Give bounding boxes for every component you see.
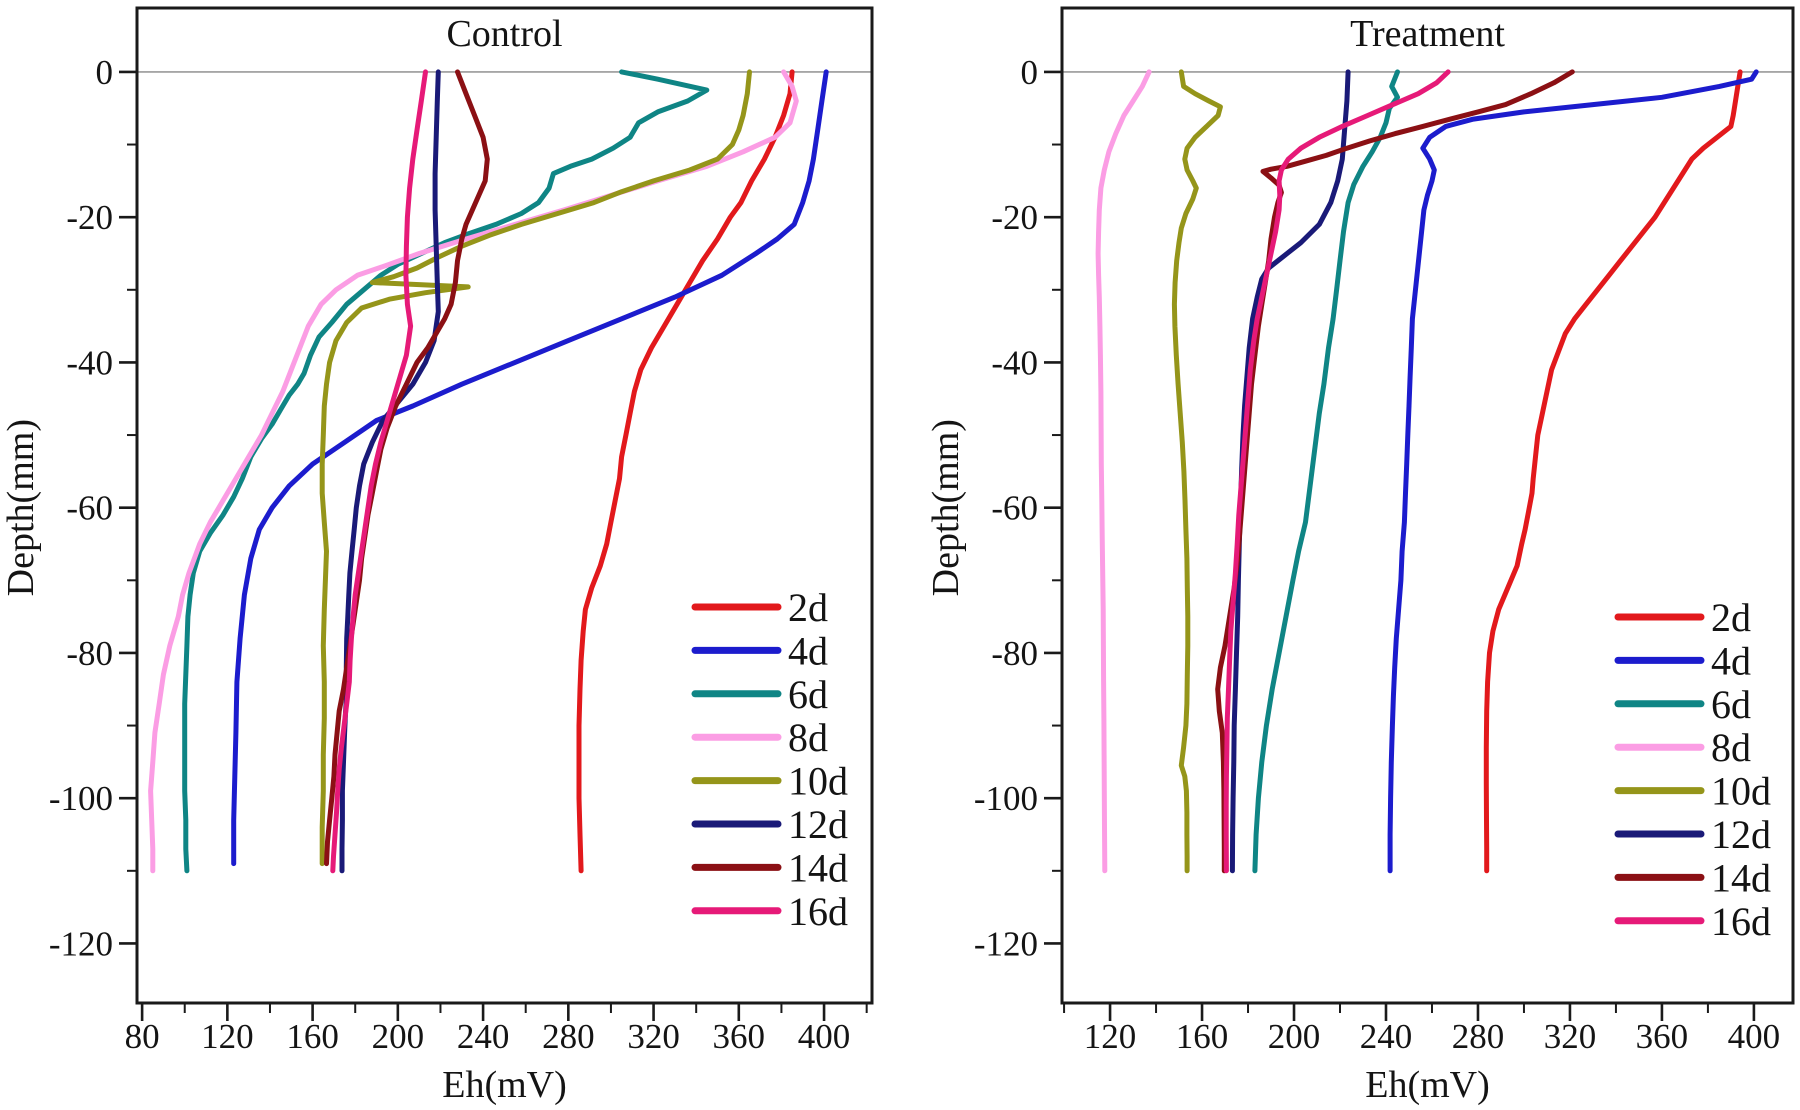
y-tick-label: -120 — [974, 924, 1038, 963]
legend-label: 6d — [1711, 682, 1751, 727]
legend-label: 8d — [788, 715, 828, 760]
panel-title: Treatment — [1350, 13, 1505, 55]
legend-label: 10d — [788, 759, 848, 804]
panel-treatment: 120 160 200 240 280 320 360 400 0 -20 -40 -60 -80 -10… — [925, 6, 1795, 1106]
x-tick-label: 280 — [1452, 1017, 1505, 1056]
x-tick-label: 360 — [1636, 1017, 1689, 1056]
y-tick-label: 0 — [1021, 53, 1039, 92]
legend-label: 4d — [788, 628, 828, 673]
y-tick-label: -60 — [66, 489, 113, 528]
plot-frame — [1060, 6, 1795, 1005]
series-line-10d — [1171, 69, 1223, 874]
y-tick-label: -100 — [49, 779, 113, 818]
series-line-2d — [576, 69, 795, 874]
legend-label: 6d — [788, 672, 828, 717]
x-tick-label: 240 — [457, 1017, 510, 1056]
legend-label: 8d — [1711, 725, 1751, 770]
legend-label: 12d — [1711, 812, 1771, 857]
x-tick-label: 160 — [286, 1017, 339, 1056]
plot-frame — [135, 6, 874, 1005]
x-tick-label: 360 — [713, 1017, 766, 1056]
y-tick-label: -120 — [49, 924, 113, 963]
series-line-16d — [1223, 69, 1451, 874]
series-line-4d — [231, 69, 829, 867]
x-tick-label: 120 — [1084, 1017, 1137, 1056]
legend-label: 2d — [1711, 595, 1751, 640]
x-axis-label: Eh(mV) — [442, 1064, 567, 1106]
series-line-16d — [330, 69, 428, 874]
series-line-6d — [1252, 69, 1400, 874]
x-tick-label: 280 — [542, 1017, 595, 1056]
series-line-12d — [339, 69, 441, 874]
x-tick-label: 200 — [1268, 1017, 1321, 1056]
x-tick-label: 160 — [1176, 1017, 1229, 1056]
legend-label: 14d — [1711, 855, 1771, 900]
x-tick-label: 320 — [1544, 1017, 1597, 1056]
x-tick-label: 200 — [372, 1017, 425, 1056]
series-line-2d — [1483, 69, 1743, 874]
series-line-12d — [1229, 69, 1351, 874]
series-line-6d — [182, 69, 710, 874]
x-tick-label: 240 — [1360, 1017, 1413, 1056]
y-tick-label: -100 — [974, 779, 1038, 818]
y-tick-label: -80 — [991, 634, 1038, 673]
y-tick-label: -40 — [66, 343, 113, 382]
panel-control: 80 120 160 200 240 280 320 360 400 0 -20 -40 -60 -80 -… — [0, 6, 874, 1106]
y-axis-label: Depth(mm) — [0, 419, 42, 596]
x-tick-label: 80 — [125, 1017, 160, 1056]
x-axis-label: Eh(mV) — [1365, 1064, 1490, 1106]
y-tick-label: -20 — [991, 198, 1038, 237]
y-tick-label: -60 — [991, 489, 1038, 528]
legend-label: 12d — [788, 802, 848, 847]
legend-label: 2d — [788, 585, 828, 630]
series-line-8d — [1095, 69, 1152, 874]
x-tick-label: 400 — [798, 1017, 851, 1056]
x-tick-label: 120 — [201, 1017, 254, 1056]
legend-label: 4d — [1711, 638, 1751, 683]
legend-label: 16d — [1711, 899, 1771, 944]
series-line-14d — [1215, 69, 1575, 874]
x-tick-label: 400 — [1728, 1017, 1781, 1056]
y-tick-label: 0 — [96, 53, 114, 92]
x-tick-label: 320 — [627, 1017, 680, 1056]
panel-title: Control — [446, 13, 562, 55]
y-axis-label: Depth(mm) — [925, 419, 967, 596]
y-tick-label: -20 — [66, 198, 113, 237]
legend-label: 16d — [788, 889, 848, 934]
series-line-10d — [319, 69, 752, 867]
legend-label: 10d — [1711, 769, 1771, 814]
legend-label: 14d — [788, 845, 848, 890]
y-tick-label: -40 — [991, 343, 1038, 382]
y-tick-label: -80 — [66, 634, 113, 673]
series-line-4d — [1387, 69, 1759, 874]
